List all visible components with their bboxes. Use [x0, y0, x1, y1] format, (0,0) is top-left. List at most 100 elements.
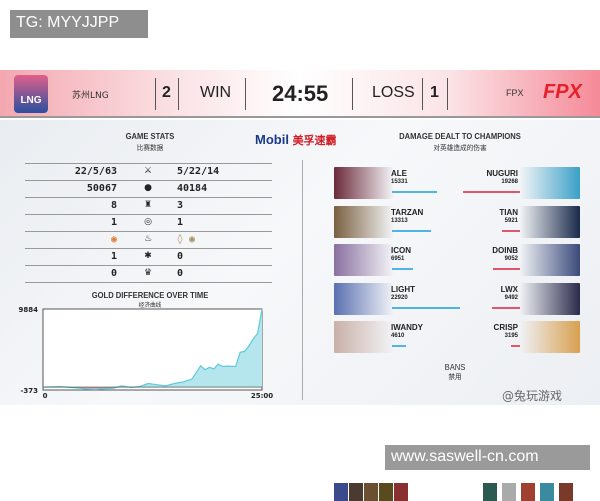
- damage-bar: [510, 345, 520, 347]
- banned-champion-icon: [521, 483, 535, 501]
- damage-value: 9492: [504, 294, 518, 301]
- inhibitor-icon: ◎: [144, 217, 152, 227]
- damage-title: DAMAGE DEALT TO CHAMPIONS 对英雄造成的伤害: [399, 132, 521, 152]
- damage-value: 6951: [391, 256, 405, 262]
- tower-icon: ♜: [143, 200, 153, 210]
- stat-row: 50067 ● 40184: [25, 180, 272, 197]
- champion-portrait: [520, 244, 580, 276]
- overlay-label: TG: MYYJJPP: [10, 10, 148, 38]
- player-name: LWX: [500, 284, 518, 294]
- damage-bar: [392, 229, 432, 232]
- y-tick-max: 9884: [19, 306, 39, 314]
- damage-bar: [392, 191, 438, 193]
- banned-champion-icon: [334, 483, 348, 501]
- champion-portrait: [520, 205, 580, 238]
- baron-icon: ♛: [143, 268, 153, 278]
- bans-label: BANS 禁用: [444, 363, 466, 381]
- damage-value: 22920: [391, 294, 408, 301]
- gold-line: [42, 308, 263, 391]
- banned-champion-icon: [540, 483, 554, 501]
- champion-portrait: [334, 205, 394, 238]
- left-stat: 0: [110, 268, 117, 279]
- player-name: CRISP: [493, 323, 518, 332]
- left-stat: 1: [110, 217, 117, 228]
- damage-bar: [392, 345, 406, 347]
- damage-bar: [462, 191, 520, 193]
- gold-chart-title: GOLD DIFFERENCE OVER TIME 经济曲线: [91, 291, 209, 309]
- banned-champion-icon: [379, 483, 393, 501]
- y-tick-min: -373: [20, 387, 38, 395]
- banned-champion-icon: [483, 483, 497, 501]
- kda-icon: ⚔: [143, 166, 153, 176]
- damage-bar: [392, 306, 460, 309]
- game-time: 24:55: [272, 81, 329, 106]
- damage-value: 13313: [391, 217, 408, 224]
- left-result: WIN: [200, 84, 232, 101]
- player-name: DOINB: [492, 246, 518, 255]
- damage-value: 3195: [504, 333, 518, 339]
- herald-icon: ✱: [144, 251, 152, 261]
- banned-champion-icon: [559, 483, 573, 501]
- damage-bar: [392, 268, 413, 270]
- right-stat: ◊ ◉: [177, 234, 196, 245]
- damage-bar: [502, 229, 520, 232]
- player-name: ALE: [391, 169, 407, 178]
- right-stat: 0: [177, 268, 184, 279]
- right-team-name: FPX: [506, 88, 524, 98]
- left-team-name: 苏州LNG: [72, 91, 109, 101]
- player-name: TIAN: [499, 207, 518, 217]
- right-stat: 0: [177, 251, 184, 262]
- x-tick-end: 25:00: [251, 392, 273, 400]
- right-stat: 5/22/14: [177, 166, 220, 177]
- right-stat: 40184: [177, 183, 208, 194]
- banned-champion-icon: [502, 483, 516, 501]
- player-name: NUGURI: [486, 169, 518, 178]
- right-result: LOSS: [372, 84, 415, 101]
- banned-champion-icon: [349, 483, 363, 501]
- left-stat: 50067: [86, 183, 117, 194]
- stat-row: 0 ♛ 0: [25, 265, 272, 282]
- right-stat: 3: [177, 200, 184, 211]
- right-score: 1: [430, 84, 439, 101]
- stat-row: 1 ✱ 0: [25, 248, 272, 265]
- player-name: ICON: [391, 246, 411, 255]
- positive-area: [43, 309, 262, 388]
- player-name: IWANDY: [391, 323, 423, 332]
- champion-portrait: [334, 282, 394, 315]
- stats-panel: GAME STATS 比赛数据 Mobil 美孚速霸 22/5/63 ⚔ 5/22/1…: [0, 120, 600, 501]
- champion-portrait: [334, 244, 394, 276]
- left-stat: 1: [110, 251, 117, 262]
- damage-bar: [491, 306, 520, 309]
- player-name: LIGHT: [391, 284, 415, 294]
- damage-value: 4610: [391, 333, 405, 339]
- game-stats-title: GAME STATS 比赛数据: [125, 132, 175, 152]
- banned-champion-icon: [364, 483, 378, 501]
- damage-bar: [493, 268, 520, 270]
- scoreboard-header: LNG 苏州LNG 2 WIN 24:55 LOSS 1 FPX FPX: [0, 70, 600, 118]
- champion-portrait: [520, 167, 580, 199]
- lng-logo: LNG: [14, 75, 48, 113]
- damage-value: 9052: [504, 256, 518, 262]
- champion-portrait: [520, 282, 580, 315]
- damage-value: 5921: [504, 217, 518, 224]
- left-stat: 22/5/63: [74, 166, 117, 177]
- left-stat: ◉: [110, 234, 117, 245]
- player-name: TARZAN: [391, 207, 424, 217]
- sponsor-logo: Mobil 美孚速霸: [255, 132, 337, 147]
- gold-difference-chart: 9884 -373 0 25:00: [19, 306, 274, 400]
- right-stat: 1: [177, 217, 184, 228]
- stat-row: 8 ♜ 3: [25, 197, 272, 214]
- left-stat: 8: [110, 200, 117, 211]
- champion-portrait: [334, 167, 394, 199]
- banned-champion-icon: [394, 483, 408, 501]
- champion-portrait: [520, 321, 580, 353]
- stat-row: 22/5/63 ⚔ 5/22/14: [25, 163, 272, 180]
- url-watermark: www.saswell-cn.com: [385, 445, 590, 470]
- dragon-icon: ♨: [143, 234, 153, 244]
- gold-icon: ●: [144, 183, 152, 193]
- fpx-logo: FPX: [543, 81, 582, 103]
- weibo-watermark: @兔玩游戏: [502, 389, 563, 403]
- damage-value: 19268: [501, 179, 518, 185]
- x-tick-start: 0: [43, 392, 48, 400]
- left-score: 2: [162, 84, 171, 101]
